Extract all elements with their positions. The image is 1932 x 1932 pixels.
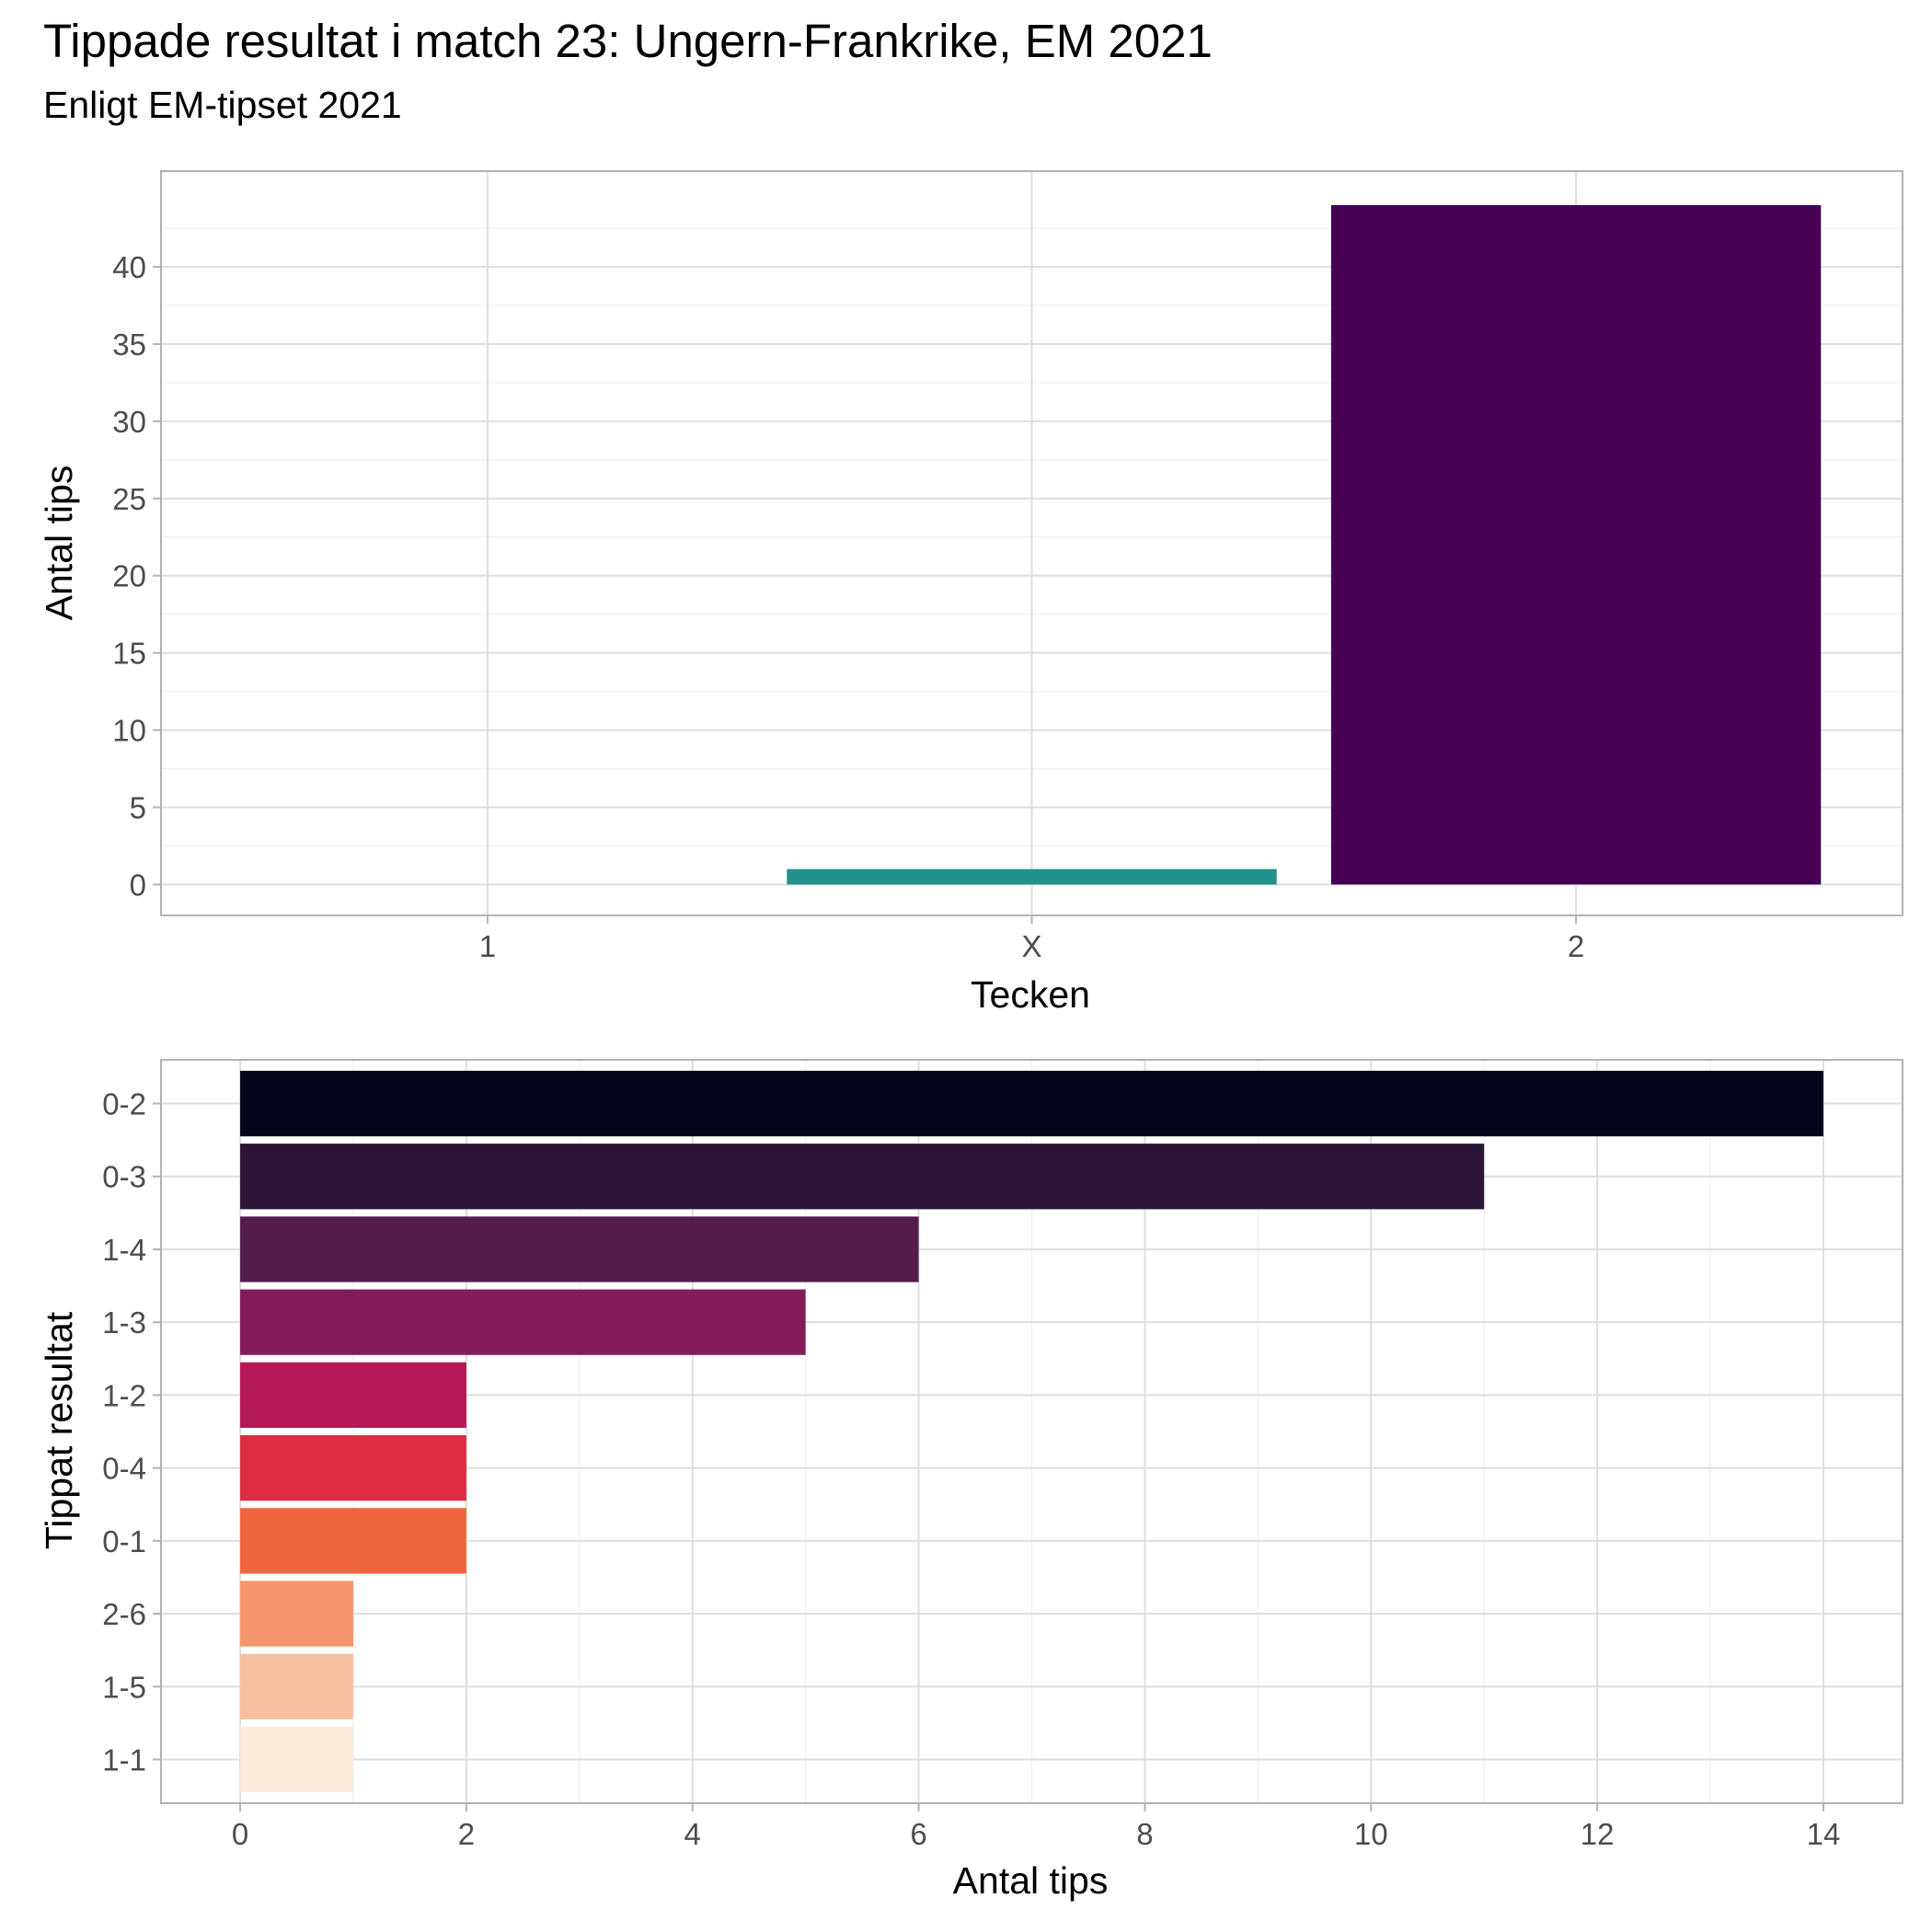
top-x-tick-label: 2 [1568, 929, 1584, 963]
top-y-tick-label: 35 [112, 328, 146, 362]
bar-result-1-4 [240, 1216, 919, 1282]
top-y-tick-label: 0 [130, 868, 146, 902]
bar-result-0-2 [240, 1070, 1823, 1137]
bottom-x-tick-label: 12 [1581, 1817, 1615, 1851]
bottom-y-tick-label: 0-2 [102, 1087, 146, 1121]
bar-result-1-1 [240, 1726, 353, 1793]
top-y-tick-label: 10 [112, 714, 146, 748]
bar-result-1-5 [240, 1653, 353, 1719]
bottom-panel-resultat: 0-2 0-3 1-4 1-3 1-2 0-4 0-1 2-6 1-5 1-1 0 2 4 6 8 10 12 1… [102, 1059, 1903, 1851]
top-y-axis-title: Antal tips [38, 466, 80, 621]
bar-result-1-3 [240, 1289, 806, 1355]
bottom-x-tick-label: 4 [684, 1817, 701, 1851]
top-x-tick-label: 1 [479, 929, 496, 963]
top-y-tick-label: 25 [112, 482, 146, 516]
bottom-y-axis-title: Tippat resultat [38, 1311, 80, 1549]
top-y-tick-label: 30 [112, 405, 146, 439]
chart-title: Tippade resultat i match 23: Ungern-Fran… [43, 15, 1213, 67]
bottom-y-tick-label: 1-1 [102, 1742, 146, 1777]
top-y-tick-label: 20 [112, 559, 146, 593]
bottom-x-tick-label: 8 [1136, 1817, 1153, 1851]
bottom-panel-border [160, 1059, 1903, 1804]
bar-result-2-6 [240, 1581, 353, 1647]
bar-result-0-1 [240, 1508, 466, 1574]
bottom-x-axis-title: Antal tips [953, 1859, 1109, 1902]
bottom-x-tick-label: 6 [910, 1817, 926, 1851]
top-y-tick-label: 5 [130, 791, 146, 825]
top-y-tick-label: 15 [112, 637, 146, 671]
bottom-y-tick-label: 1-2 [102, 1378, 146, 1412]
bottom-y-tick-label: 0-4 [102, 1452, 146, 1486]
top-x-axis-title: Tecken [971, 973, 1090, 1016]
bottom-x-tick-label: 10 [1354, 1817, 1388, 1851]
bar-result-1-2 [240, 1362, 466, 1429]
bottom-y-tick-label: 1-5 [102, 1670, 146, 1704]
bottom-y-tick-label: 1-4 [102, 1233, 146, 1267]
top-x-tick-label: X [1021, 929, 1041, 963]
bottom-y-tick-label: 2-6 [102, 1597, 146, 1631]
bar-X [787, 868, 1277, 885]
bar-result-0-4 [240, 1434, 466, 1501]
bottom-y-tick-label: 0-3 [102, 1160, 146, 1194]
top-y-tick-label: 40 [112, 250, 146, 284]
bottom-x-tick-label: 2 [458, 1817, 475, 1851]
bottom-y-tick-label: 0-1 [102, 1524, 146, 1558]
bottom-x-tick-label: 14 [1807, 1817, 1841, 1851]
chart-subtitle: Enligt EM-tipset 2021 [43, 84, 402, 126]
bottom-x-tick-label: 0 [232, 1817, 248, 1851]
bar-result-0-3 [240, 1144, 1485, 1210]
bar-2 [1330, 204, 1822, 885]
bottom-y-tick-label: 1-3 [102, 1305, 146, 1340]
top-panel-tecken: 0 5 10 15 20 25 30 35 40 1 X 2 [112, 170, 1903, 963]
